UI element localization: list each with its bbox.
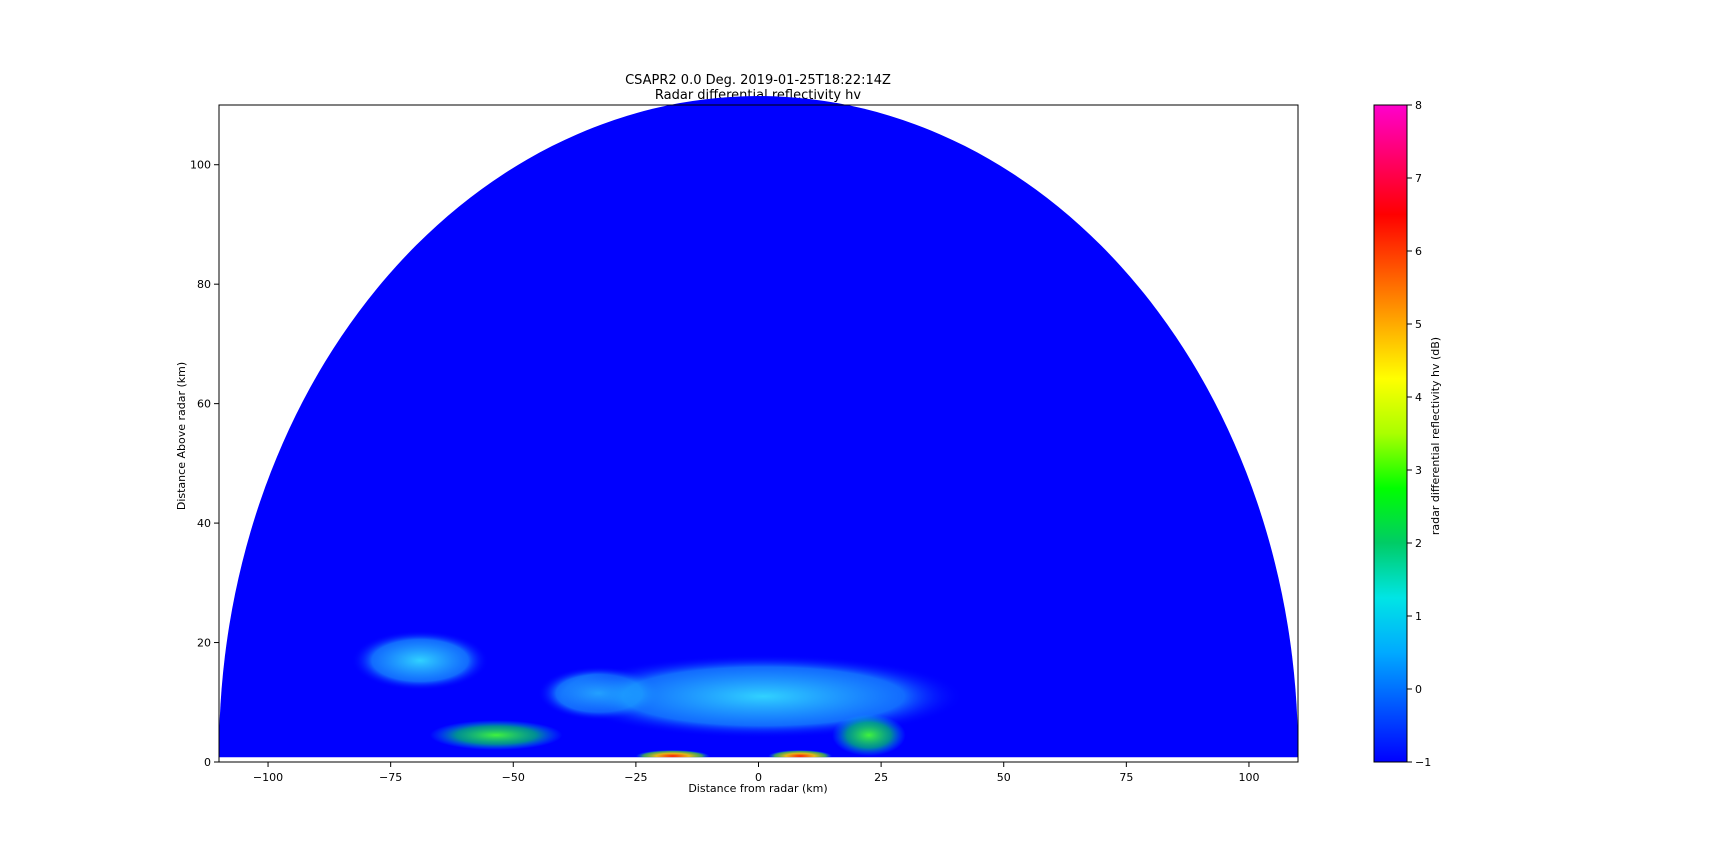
x-tick-label: 0 [755,771,762,784]
colorbar-tick-label: 7 [1415,172,1422,185]
colorbar-tick-label: −1 [1415,756,1431,769]
echo-feature-green-cells [429,720,563,751]
x-tick-label: 50 [997,771,1011,784]
echo-feature-central-fan [562,654,965,739]
colorbar-tick-label: 2 [1415,537,1422,550]
colorbar-label: radar differential reflectivity hv (dB) [1429,337,1442,535]
x-tick-label: −100 [253,771,283,784]
x-tick-label: 100 [1238,771,1259,784]
y-tick-label: 20 [197,637,211,650]
colorbar-ticks: −1 0 1 2 3 4 5 6 7 8 [1407,99,1431,769]
echo-features [351,630,965,758]
y-tick-label: 0 [204,756,211,769]
y-tick-label: 80 [197,278,211,291]
colorbar-tick-label: 1 [1415,610,1422,623]
colorbar-tick-label: 4 [1415,391,1422,404]
x-tick-label: −50 [502,771,525,784]
echo-feature-right-clutter [832,714,906,757]
radar-sweep-dome [219,96,1298,758]
x-tick-label: 75 [1119,771,1133,784]
plot-area [218,96,1299,763]
y-axis: 0 20 40 60 80 100 [190,159,219,769]
echo-feature-near-surface-hotspot-right [768,750,833,758]
colorbar-tick-label: 3 [1415,464,1422,477]
y-tick-label: 100 [190,159,211,172]
colorbar-tick-label: 0 [1415,683,1422,696]
y-tick-label: 40 [197,517,211,530]
chart-title: CSAPR2 0.0 Deg. 2019-01-25T18:22:14Z [625,73,891,88]
y-tick-label: 60 [197,398,211,411]
y-axis-label: Distance Above radar (km) [175,362,188,510]
x-tick-label: −25 [624,771,647,784]
x-tick-label: −75 [379,771,402,784]
colorbar-tick-label: 5 [1415,318,1422,331]
x-axis: −100 −75 −50 −25 0 25 50 75 100 [253,762,1259,784]
echo-feature-near-surface-hotspot-left [635,750,710,758]
colorbar-scale [1373,104,1408,763]
x-tick-label: 25 [874,771,888,784]
colorbar-tick-label: 6 [1415,245,1422,258]
x-axis-label: Distance from radar (km) [688,782,827,795]
echo-feature-left-elevated-echo [351,630,489,691]
colorbar-tick-label: 8 [1415,99,1422,112]
colorbar: −1 0 1 2 3 4 5 6 7 8 radar differential reflectiv… [1373,99,1442,769]
